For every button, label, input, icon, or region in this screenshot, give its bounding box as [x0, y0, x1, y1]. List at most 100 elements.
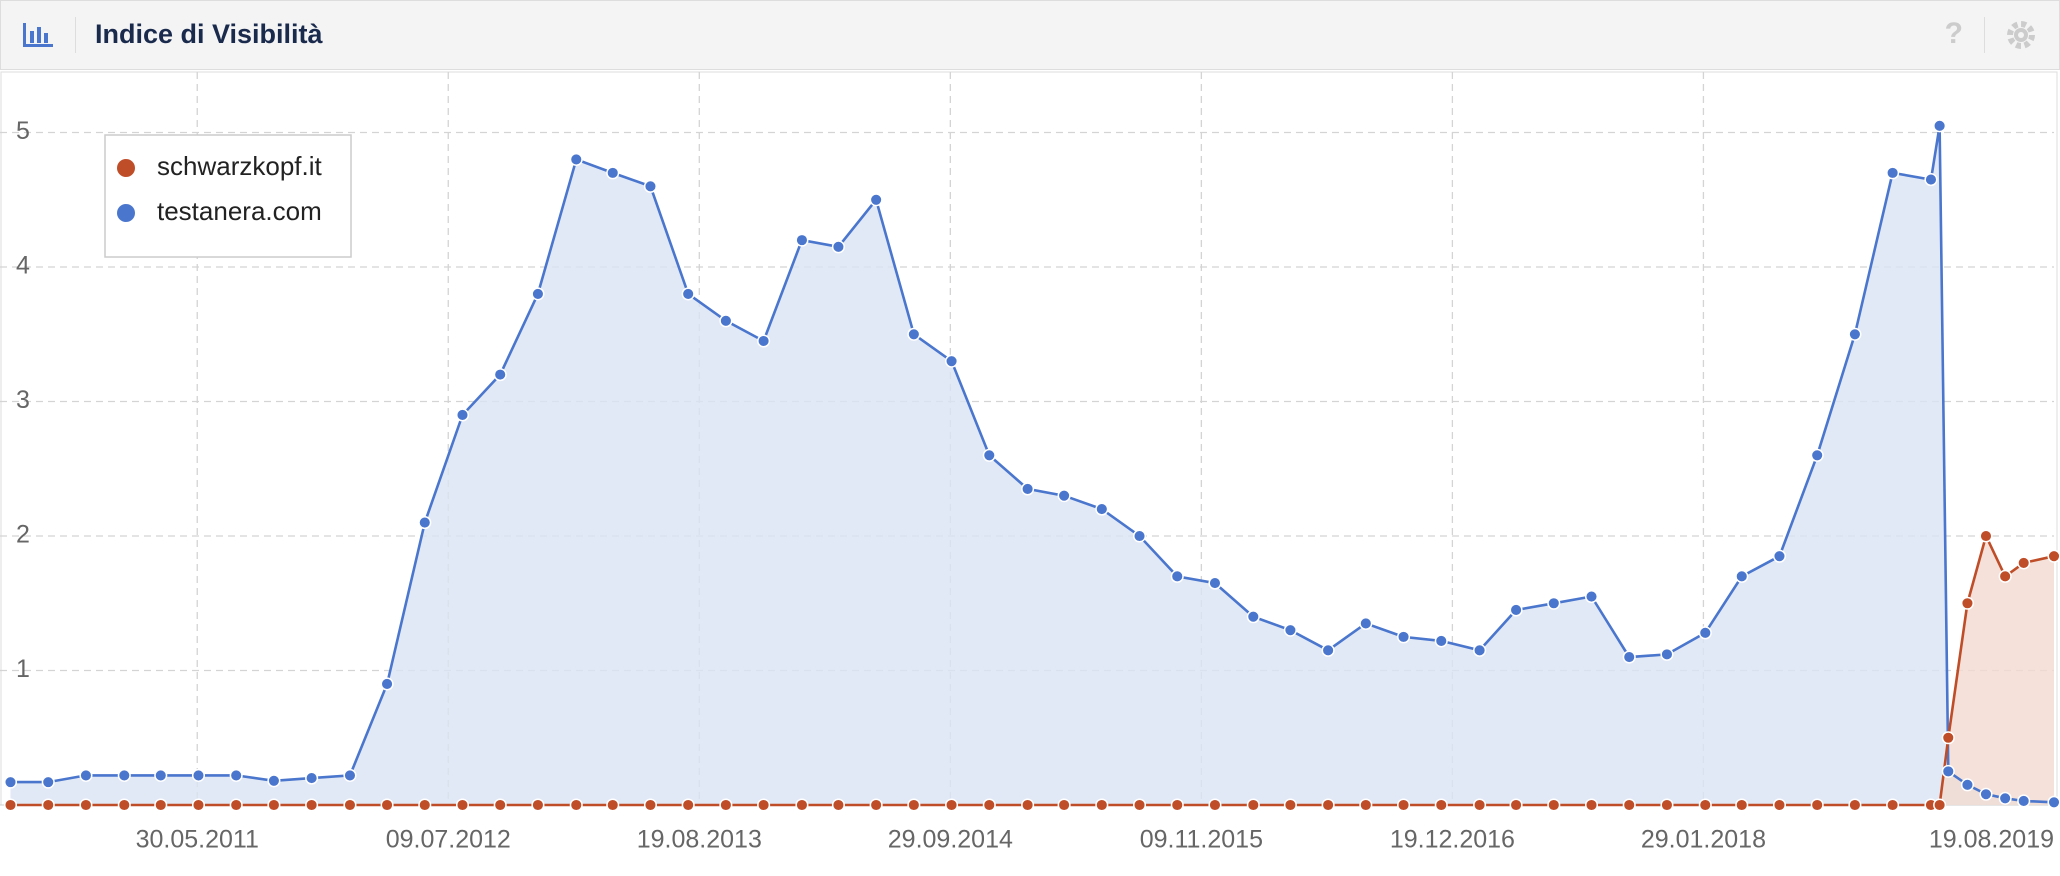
data-point — [1622, 650, 1636, 664]
legend-box — [104, 134, 352, 258]
data-point — [643, 798, 658, 812]
y-tick-label: 1 — [16, 655, 30, 683]
data-point — [569, 798, 583, 812]
data-point — [1321, 798, 1335, 812]
data-point — [1735, 569, 1749, 583]
data-point — [945, 798, 959, 812]
data-point — [1584, 589, 1599, 604]
data-point — [1095, 502, 1109, 516]
x-tick-label: 19.12.2016 — [1390, 826, 1515, 854]
data-point — [1941, 731, 1955, 745]
data-point — [982, 798, 996, 812]
data-point — [343, 798, 357, 812]
help-icon[interactable]: ? — [1944, 17, 1963, 50]
data-point — [1998, 569, 2012, 583]
data-point — [1359, 616, 1373, 630]
data-point — [191, 798, 206, 812]
data-point — [1509, 603, 1523, 617]
data-point — [681, 287, 695, 301]
data-point — [191, 768, 206, 782]
data-point — [1132, 529, 1147, 543]
x-tick-label: 30.05.2011 — [136, 826, 259, 854]
y-tick-label: 5 — [16, 117, 30, 145]
data-point — [1933, 119, 1947, 133]
data-point — [1396, 630, 1411, 644]
data-point — [1547, 798, 1561, 812]
legend-label: schwarzkopf.it — [157, 151, 322, 181]
data-point — [1933, 798, 1947, 812]
data-point — [1434, 798, 1448, 812]
data-point — [1321, 643, 1335, 657]
data-point — [380, 798, 394, 812]
title: Indice di Visibilità — [95, 19, 323, 49]
data-point — [1434, 634, 1448, 648]
data-point — [267, 798, 281, 812]
data-point — [531, 287, 545, 301]
data-point — [418, 798, 432, 812]
x-tick-label: 29.09.2014 — [888, 826, 1013, 854]
y-tick-label: 4 — [16, 252, 30, 280]
y-tick-label: 3 — [16, 386, 30, 414]
legend-swatch — [117, 159, 135, 177]
data-point — [1960, 596, 1974, 610]
data-point — [1660, 798, 1674, 812]
data-point — [1979, 787, 1993, 801]
x-tick-label: 19.08.2013 — [637, 826, 762, 854]
data-point — [2017, 794, 2031, 808]
data-point — [831, 240, 845, 254]
data-point — [1095, 798, 1109, 812]
data-point — [1170, 798, 1184, 812]
data-point — [757, 798, 771, 812]
data-point — [606, 798, 620, 812]
data-point — [229, 798, 243, 812]
data-point — [1170, 569, 1184, 583]
data-point — [1698, 626, 1712, 640]
data-point — [3, 775, 18, 789]
settings-icon[interactable] — [2005, 19, 2037, 51]
data-point — [907, 798, 921, 812]
data-point — [493, 798, 507, 812]
x-tick-label: 09.11.2015 — [1140, 826, 1263, 854]
data-point — [1359, 798, 1373, 812]
data-point — [79, 768, 93, 782]
data-point — [1886, 166, 1900, 180]
data-point — [1547, 596, 1561, 610]
data-point — [1735, 798, 1749, 812]
data-point — [3, 798, 18, 812]
data-point — [2047, 795, 2060, 809]
data-point — [1021, 482, 1035, 496]
data-point — [1057, 489, 1071, 503]
data-point — [2047, 549, 2060, 563]
data-point — [1660, 647, 1674, 661]
data-point — [795, 233, 809, 247]
data-point — [945, 354, 959, 368]
data-point — [380, 677, 394, 691]
data-point — [305, 771, 319, 785]
data-point — [1584, 798, 1599, 812]
data-point — [79, 798, 93, 812]
data-point — [229, 768, 243, 782]
data-point — [1473, 798, 1487, 812]
data-point — [117, 798, 131, 812]
data-point — [455, 798, 470, 812]
data-point — [1396, 798, 1411, 812]
data-point — [154, 798, 168, 812]
data-point — [1208, 798, 1222, 812]
data-point — [681, 798, 695, 812]
data-point — [1960, 778, 1974, 792]
area — [10, 125, 2054, 806]
data-point — [719, 314, 733, 328]
data-point — [1886, 798, 1900, 812]
data-point — [1810, 448, 1824, 462]
data-point — [1622, 798, 1636, 812]
data-point — [41, 775, 55, 789]
data-point — [1473, 643, 1487, 657]
data-point — [1283, 798, 1297, 812]
data-point — [1246, 610, 1260, 624]
chart-icon — [23, 23, 53, 47]
data-point — [831, 798, 845, 812]
data-point — [455, 408, 470, 422]
data-point — [795, 798, 809, 812]
legend-label: testanera.com — [157, 196, 322, 226]
